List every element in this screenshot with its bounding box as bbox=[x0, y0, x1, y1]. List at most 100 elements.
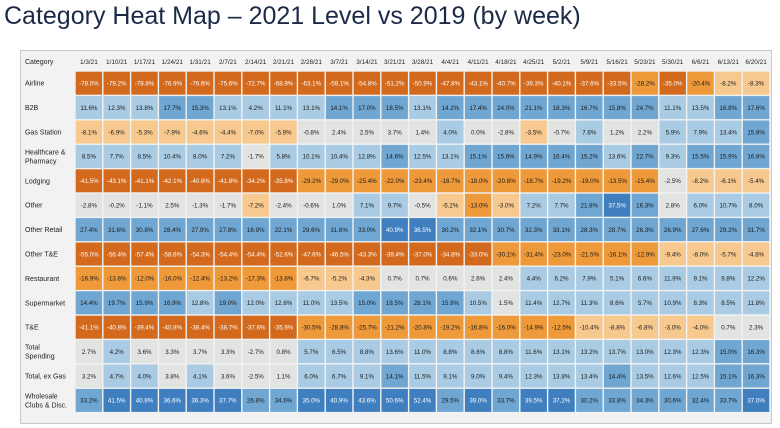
heatmap-cell bbox=[325, 291, 353, 315]
cell-value: -56.4% bbox=[107, 251, 127, 258]
heatmap-cell bbox=[381, 364, 408, 388]
cell-value: 12.0% bbox=[247, 300, 265, 307]
cell-value: 4.1% bbox=[193, 373, 208, 380]
cell-value: 4.2% bbox=[110, 349, 125, 356]
cell-value: -38.4% bbox=[190, 325, 210, 332]
heatmap-cell bbox=[548, 291, 575, 315]
cell-value: 2.3% bbox=[749, 325, 764, 332]
heatmap-cell bbox=[186, 364, 214, 388]
heatmap-cell bbox=[464, 120, 492, 144]
cell-value: 16.8% bbox=[747, 154, 765, 161]
cell-value: -4.6% bbox=[192, 129, 209, 136]
cell-value: 12.3% bbox=[692, 349, 710, 356]
heatmap-cell bbox=[687, 266, 714, 290]
cell-value: -13.8% bbox=[107, 276, 127, 283]
heatmap-cell bbox=[214, 120, 242, 144]
heatmap-cell bbox=[75, 266, 103, 290]
heatmap-cell bbox=[464, 266, 492, 290]
cell-value: -54.4% bbox=[246, 251, 266, 258]
cell-value: 1.1% bbox=[276, 373, 291, 380]
heatmap-cell bbox=[186, 96, 214, 120]
cell-value: -16.9% bbox=[79, 276, 99, 283]
heatmap-cell bbox=[492, 120, 520, 144]
cell-value: -7.9% bbox=[164, 129, 181, 136]
cell-value: -47.6% bbox=[301, 251, 321, 258]
heatmap-cell bbox=[381, 266, 408, 290]
cell-value: -40.8% bbox=[107, 325, 127, 332]
heatmap-cell bbox=[242, 388, 269, 412]
heatmap-cell bbox=[103, 193, 130, 217]
cell-value: 9.1% bbox=[693, 276, 708, 283]
heatmap-cell bbox=[548, 120, 575, 144]
cell-value: -20.8% bbox=[413, 325, 433, 332]
heatmap-cell bbox=[603, 71, 631, 95]
heatmap-cell bbox=[270, 340, 297, 364]
heatmap-cell bbox=[715, 266, 742, 290]
heatmap-cell bbox=[437, 169, 464, 193]
cell-value: 5.7% bbox=[304, 349, 319, 356]
cell-value: -0.2% bbox=[109, 203, 126, 210]
heatmap-cell bbox=[214, 242, 242, 266]
cell-value: 13.7% bbox=[608, 349, 626, 356]
cell-value: 15.2% bbox=[581, 154, 599, 161]
heatmap-cell bbox=[353, 96, 381, 120]
heatmap-cell bbox=[242, 71, 269, 95]
heatmap-cell bbox=[214, 340, 242, 364]
heatmap-cell bbox=[353, 388, 381, 412]
cell-value: 28.3% bbox=[581, 227, 599, 234]
heatmap-cell bbox=[381, 96, 408, 120]
cell-value: 3.3% bbox=[221, 349, 236, 356]
cell-value: -34.2% bbox=[246, 178, 266, 185]
heatmap-cell bbox=[548, 193, 575, 217]
cell-value: 37.5% bbox=[608, 203, 626, 210]
heatmap-cell bbox=[381, 340, 408, 364]
heatmap-cell bbox=[631, 193, 659, 217]
heatmap-cell bbox=[631, 169, 659, 193]
cell-value: 7.2% bbox=[221, 154, 236, 161]
cell-value: 13.5% bbox=[636, 373, 654, 380]
column-header: 5/16/21 bbox=[606, 59, 628, 66]
cell-value: 7.6% bbox=[582, 129, 597, 136]
cell-value: 36.5% bbox=[414, 227, 432, 234]
row-label: Lodging bbox=[25, 178, 50, 185]
cell-value: -6.7% bbox=[303, 276, 320, 283]
cell-value: -31.4% bbox=[524, 251, 544, 258]
heatmap-cell bbox=[464, 144, 492, 168]
cell-value: 3.8% bbox=[165, 373, 180, 380]
heatmap-cell bbox=[353, 315, 381, 339]
heatmap-cell bbox=[603, 120, 631, 144]
heatmap-cell bbox=[325, 96, 353, 120]
heatmap-cell bbox=[715, 96, 742, 120]
cell-value: -43.3% bbox=[357, 251, 377, 258]
heatmap-cell bbox=[492, 193, 520, 217]
heatmap-cell bbox=[742, 218, 770, 242]
cell-value: -33.5% bbox=[607, 81, 627, 88]
heatmap-cell bbox=[270, 144, 297, 168]
cell-value: 11.8% bbox=[748, 300, 766, 307]
cell-value: 15.0% bbox=[358, 300, 376, 307]
heatmap-cell bbox=[103, 340, 130, 364]
cell-value: 2.2% bbox=[638, 129, 653, 136]
cell-value: 10.1% bbox=[303, 154, 321, 161]
heatmap-cell bbox=[659, 169, 686, 193]
heatmap-cell bbox=[353, 266, 381, 290]
heatmap-cell bbox=[214, 169, 242, 193]
heatmap-cell bbox=[186, 266, 214, 290]
cell-value: 16.9% bbox=[164, 300, 182, 307]
heatmap-cell bbox=[603, 340, 631, 364]
heatmap-cell bbox=[659, 242, 686, 266]
cell-value: -3.0% bbox=[498, 203, 515, 210]
cell-value: 1.2% bbox=[610, 129, 625, 136]
cell-value: 15.3% bbox=[191, 105, 209, 112]
heatmap-cell bbox=[687, 193, 714, 217]
cell-value: -2.5% bbox=[248, 373, 265, 380]
heatmap-cell bbox=[159, 291, 186, 315]
cell-value: 10.9% bbox=[664, 300, 682, 307]
cell-value: -23.4% bbox=[413, 178, 433, 185]
cell-value: -18.0% bbox=[468, 178, 488, 185]
heatmap-cell bbox=[742, 193, 770, 217]
heatmap-cell bbox=[103, 71, 130, 95]
cell-value: 37.0% bbox=[747, 398, 765, 405]
cell-value: 22.7% bbox=[636, 154, 654, 161]
heatmap-cell bbox=[603, 315, 631, 339]
